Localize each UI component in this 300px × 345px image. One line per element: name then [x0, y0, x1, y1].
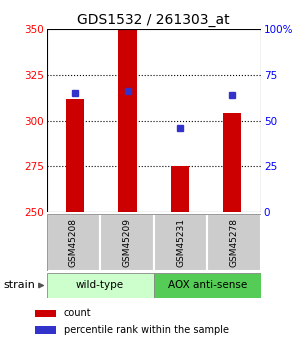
- Text: GSM45208: GSM45208: [69, 218, 78, 267]
- Bar: [223, 114, 242, 212]
- Text: strain: strain: [3, 280, 35, 290]
- Text: AOX anti-sense: AOX anti-sense: [168, 280, 247, 290]
- Bar: [100, 214, 154, 271]
- Bar: [171, 166, 189, 212]
- Bar: [34, 310, 56, 317]
- Bar: [66, 99, 84, 212]
- Bar: [118, 29, 137, 212]
- Text: GSM45278: GSM45278: [230, 218, 239, 267]
- Text: count: count: [64, 308, 91, 318]
- Text: wild-type: wild-type: [76, 280, 124, 290]
- Bar: [46, 273, 154, 298]
- Bar: [46, 214, 100, 271]
- Text: GSM45209: GSM45209: [122, 218, 131, 267]
- Bar: [34, 326, 56, 334]
- Title: GDS1532 / 261303_at: GDS1532 / 261303_at: [77, 13, 230, 27]
- Bar: [154, 214, 207, 271]
- Text: GSM45231: GSM45231: [176, 218, 185, 267]
- Text: percentile rank within the sample: percentile rank within the sample: [64, 325, 229, 335]
- Bar: [154, 273, 261, 298]
- Bar: [207, 214, 261, 271]
